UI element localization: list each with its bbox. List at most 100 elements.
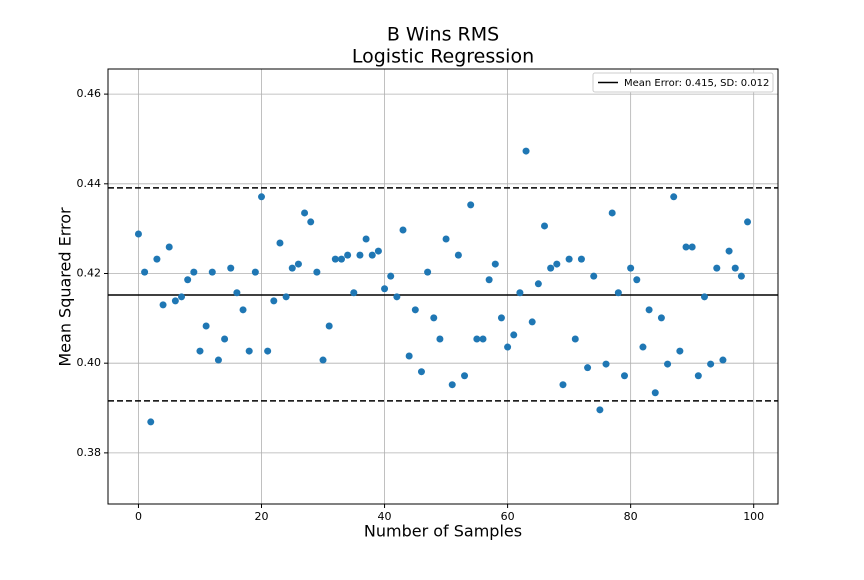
point xyxy=(504,343,512,351)
point xyxy=(258,193,266,201)
x-tick-label: 0 xyxy=(135,510,142,523)
point xyxy=(620,372,628,380)
point xyxy=(590,272,598,280)
point xyxy=(541,222,549,230)
point xyxy=(313,268,321,276)
point xyxy=(178,293,186,301)
point xyxy=(565,255,573,263)
point xyxy=(627,264,635,272)
point xyxy=(153,255,161,263)
point xyxy=(737,272,745,280)
x-axis-label: Number of Samples xyxy=(364,522,522,541)
point xyxy=(571,335,579,343)
point xyxy=(553,260,561,268)
point xyxy=(184,276,192,284)
point xyxy=(171,297,179,305)
point xyxy=(534,280,542,288)
point xyxy=(190,268,198,276)
point xyxy=(141,268,149,276)
point xyxy=(239,306,247,314)
point xyxy=(276,239,284,247)
point xyxy=(368,251,376,259)
point xyxy=(430,314,438,322)
point xyxy=(731,264,739,272)
point xyxy=(461,372,469,380)
point xyxy=(202,322,210,330)
point xyxy=(633,276,641,284)
point xyxy=(608,209,616,217)
point xyxy=(707,360,715,368)
point xyxy=(325,322,333,330)
y-tick-label: 0.40 xyxy=(77,356,102,369)
point xyxy=(454,251,462,259)
chart-title: B Wins RMS xyxy=(387,24,499,46)
point xyxy=(676,347,684,355)
point xyxy=(245,347,253,355)
point xyxy=(374,247,382,255)
point xyxy=(294,260,302,268)
point xyxy=(559,381,567,389)
point xyxy=(350,289,358,297)
legend-label: Mean Error: 0.415, SD: 0.012 xyxy=(624,78,769,89)
point xyxy=(522,147,530,155)
x-tick-label: 40 xyxy=(378,510,392,523)
x-tick-label: 80 xyxy=(624,510,638,523)
y-tick-label: 0.42 xyxy=(77,266,102,279)
point xyxy=(393,293,401,301)
point xyxy=(516,289,524,297)
point xyxy=(479,335,487,343)
point xyxy=(147,418,155,426)
point xyxy=(399,226,407,234)
point xyxy=(319,356,327,364)
y-tick-label: 0.46 xyxy=(77,87,102,100)
point xyxy=(337,255,345,263)
point xyxy=(639,343,647,351)
y-axis-label: Mean Squared Error xyxy=(56,207,75,367)
point xyxy=(251,268,259,276)
chart-title: Logistic Regression xyxy=(352,46,534,68)
point xyxy=(602,360,610,368)
point xyxy=(645,306,653,314)
point xyxy=(614,289,622,297)
frame xyxy=(107,68,779,505)
point xyxy=(485,276,493,284)
legend-box xyxy=(592,72,774,93)
point xyxy=(688,243,696,251)
point xyxy=(694,372,702,380)
point xyxy=(405,352,413,360)
point xyxy=(448,381,456,389)
point xyxy=(725,247,733,255)
point xyxy=(221,335,229,343)
point xyxy=(282,293,290,301)
y-tick-label: 0.44 xyxy=(77,177,102,190)
point xyxy=(214,356,222,364)
point xyxy=(473,335,481,343)
point xyxy=(344,251,352,259)
point xyxy=(510,331,518,339)
point xyxy=(233,289,241,297)
point xyxy=(584,364,592,372)
y-tick-label: 0.38 xyxy=(77,446,102,459)
point xyxy=(491,260,499,268)
x-tick-label: 20 xyxy=(255,510,269,523)
point xyxy=(657,314,665,322)
point xyxy=(528,318,536,326)
point xyxy=(264,347,272,355)
point xyxy=(307,218,315,226)
point xyxy=(719,356,727,364)
point xyxy=(670,193,678,201)
x-tick-label: 100 xyxy=(743,510,764,523)
point xyxy=(208,268,216,276)
point xyxy=(288,264,296,272)
point xyxy=(436,335,444,343)
point xyxy=(165,243,173,251)
point xyxy=(424,268,432,276)
point xyxy=(497,314,505,322)
point xyxy=(356,251,364,259)
x-tick-label: 60 xyxy=(501,510,515,523)
point xyxy=(682,243,690,251)
point xyxy=(387,272,395,280)
point xyxy=(196,347,204,355)
point xyxy=(331,255,339,263)
point xyxy=(227,264,235,272)
